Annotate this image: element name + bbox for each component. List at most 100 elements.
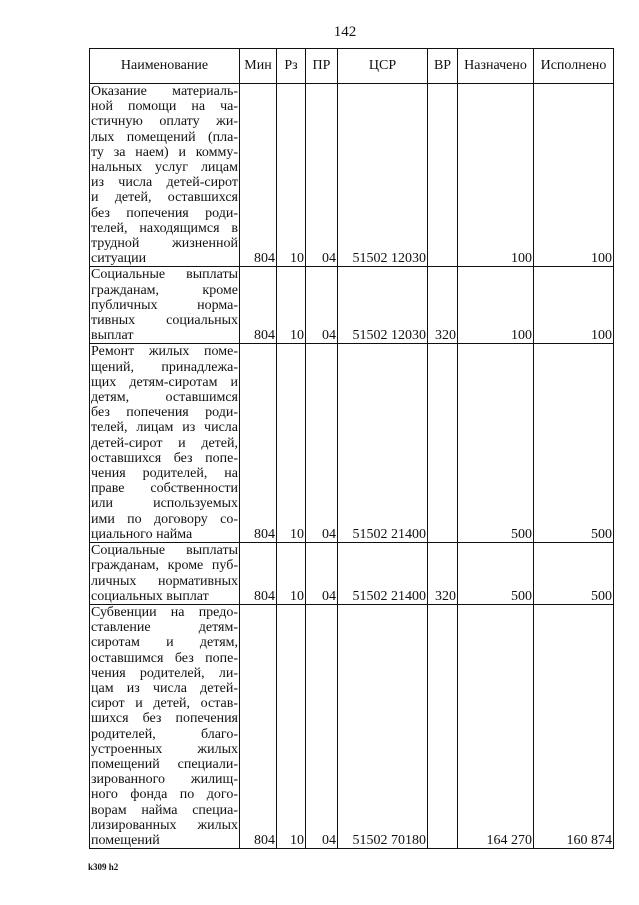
name-line: оставшимся без попе- [91, 650, 238, 666]
cell-csr: 51502 21400 [337, 343, 428, 544]
name-line: Субвенции на предо- [91, 604, 238, 620]
header-min: Мин [239, 48, 277, 84]
cell-executed: 500 [533, 343, 614, 544]
cell-min: 804 [239, 343, 277, 544]
header-executed: Исполнено [533, 48, 614, 84]
name-line: Ремонт жилых поме- [91, 344, 238, 360]
name-line: социальных выплат [91, 588, 209, 604]
name-line: шихся без попечения [91, 711, 238, 727]
name-line: и детей, оставшихся [91, 190, 238, 206]
table-row: Субвенции на предо-ставление детям-сирот… [89, 603, 614, 850]
cell-executed: 500 [533, 542, 614, 605]
name-line: ими по договору со- [91, 511, 238, 527]
name-line: без попечения роди- [91, 405, 238, 421]
table-body: Оказание материаль-ной помощи на ча-стич… [89, 82, 614, 850]
table-row: Оказание материаль-ной помощи на ча-стич… [89, 82, 614, 268]
name-line: телей, находящимся в [91, 220, 238, 236]
budget-table: Наименование Мин Рз ПР ЦСР ВР Назначено … [89, 48, 614, 850]
header-vr: ВР [427, 48, 458, 84]
name-line: Социальные выплаты [91, 543, 238, 559]
name-line: родителей, благо- [91, 726, 238, 742]
header-csr: ЦСР [337, 48, 428, 84]
name-line: лизированных жилых [91, 817, 238, 833]
name-line: личных нормативных [91, 573, 238, 589]
cell-assigned: 500 [457, 542, 534, 605]
name-line: зированного жилищ- [91, 772, 238, 788]
name-line: ставление детям- [91, 620, 238, 636]
name-line: Социальные выплаты [91, 267, 238, 283]
name-line: ситуации [91, 251, 147, 267]
header-name: Наименование [89, 48, 240, 84]
name-line: щих детям-сиротам и [91, 374, 238, 390]
cell-executed: 160 874 [533, 603, 614, 850]
cell-pr: 04 [305, 542, 338, 605]
cell-vr [427, 82, 458, 268]
name-line: детей-сирот и детей, [91, 435, 238, 451]
cell-pr: 04 [305, 266, 338, 345]
name-line: гражданам, кроме пуб- [91, 558, 238, 574]
name-line: из числа детей-сирот [91, 175, 238, 191]
cell-vr: 320 [427, 266, 458, 345]
cell-min: 804 [239, 266, 277, 345]
name-line: чения родителей, на [91, 466, 238, 482]
name-line: телей, лицам из числа [91, 420, 238, 436]
cell-csr: 51502 21400 [337, 542, 428, 605]
cell-pr: 04 [305, 82, 338, 268]
name-line: ного фонда по дого- [91, 787, 238, 803]
name-line: щений, принадлежа- [91, 359, 238, 375]
name-line: оставшихся без попе- [91, 450, 238, 466]
name-line: нальных услуг лицам [91, 160, 238, 176]
name-line: публичных норма- [91, 297, 238, 313]
name-line: сиротам и детям, [91, 635, 238, 651]
name-line: помещений [91, 832, 160, 848]
cell-assigned: 500 [457, 343, 534, 544]
cell-pr: 04 [305, 603, 338, 850]
table-row: Социальные выплаты гражданам, кроме пуб-л… [89, 542, 614, 605]
name-line: трудной жизненной [91, 236, 238, 252]
name-line: сирот и детей, остав- [91, 696, 238, 712]
name-line: ворам найма специа- [91, 802, 238, 818]
header-pr: ПР [305, 48, 338, 84]
name-line: выплат [91, 328, 134, 344]
name-line: устроенных жилых [91, 741, 238, 757]
name-line: гражданам, кроме [91, 282, 238, 298]
table-row: Социальные выплаты гражданам, кроме публич… [89, 266, 614, 345]
footer-code: k309 h2 [88, 862, 119, 872]
cell-executed: 100 [533, 82, 614, 268]
name-line: цам из числа детей- [91, 680, 238, 696]
cell-csr: 51502 12030 [337, 82, 428, 268]
cell-name: Субвенции на предо-ставление детям-сирот… [89, 603, 240, 850]
table-header-row: Наименование Мин Рз ПР ЦСР ВР Назначено … [89, 48, 614, 84]
cell-csr: 51502 12030 [337, 266, 428, 345]
name-line: детям, оставшимся [91, 390, 238, 406]
cell-rz: 10 [276, 542, 306, 605]
cell-pr: 04 [305, 343, 338, 544]
cell-assigned: 164 270 [457, 603, 534, 850]
cell-min: 804 [239, 603, 277, 850]
name-line: ной помощи на ча- [91, 99, 238, 115]
cell-min: 804 [239, 542, 277, 605]
name-line: ту за наем) и комму- [91, 144, 238, 160]
header-rz: Рз [276, 48, 306, 84]
name-line: Оказание материаль- [91, 84, 238, 99]
cell-name: Социальные выплаты гражданам, кроме публич… [89, 266, 240, 345]
name-line: стичную оплату жи- [91, 114, 238, 130]
page-number: 142 [333, 24, 357, 40]
name-line: помещений специали- [91, 756, 238, 772]
name-line: без попечения роди- [91, 205, 238, 221]
cell-vr [427, 343, 458, 544]
cell-name: Социальные выплаты гражданам, кроме пуб-л… [89, 542, 240, 605]
cell-name: Оказание материаль-ной помощи на ча-стич… [89, 82, 240, 268]
cell-min: 804 [239, 82, 277, 268]
header-assigned: Назначено [457, 48, 534, 84]
table-row: Ремонт жилых поме-щений, принадлежа-щих … [89, 343, 614, 544]
cell-rz: 10 [276, 603, 306, 850]
name-line: циального найма [91, 526, 193, 542]
name-line: чения родителей, ли- [91, 665, 238, 681]
name-line: или используемых [91, 496, 238, 512]
cell-rz: 10 [276, 266, 306, 345]
cell-assigned: 100 [457, 266, 534, 345]
name-line: тивных социальных [91, 313, 238, 329]
cell-assigned: 100 [457, 82, 534, 268]
cell-rz: 10 [276, 82, 306, 268]
